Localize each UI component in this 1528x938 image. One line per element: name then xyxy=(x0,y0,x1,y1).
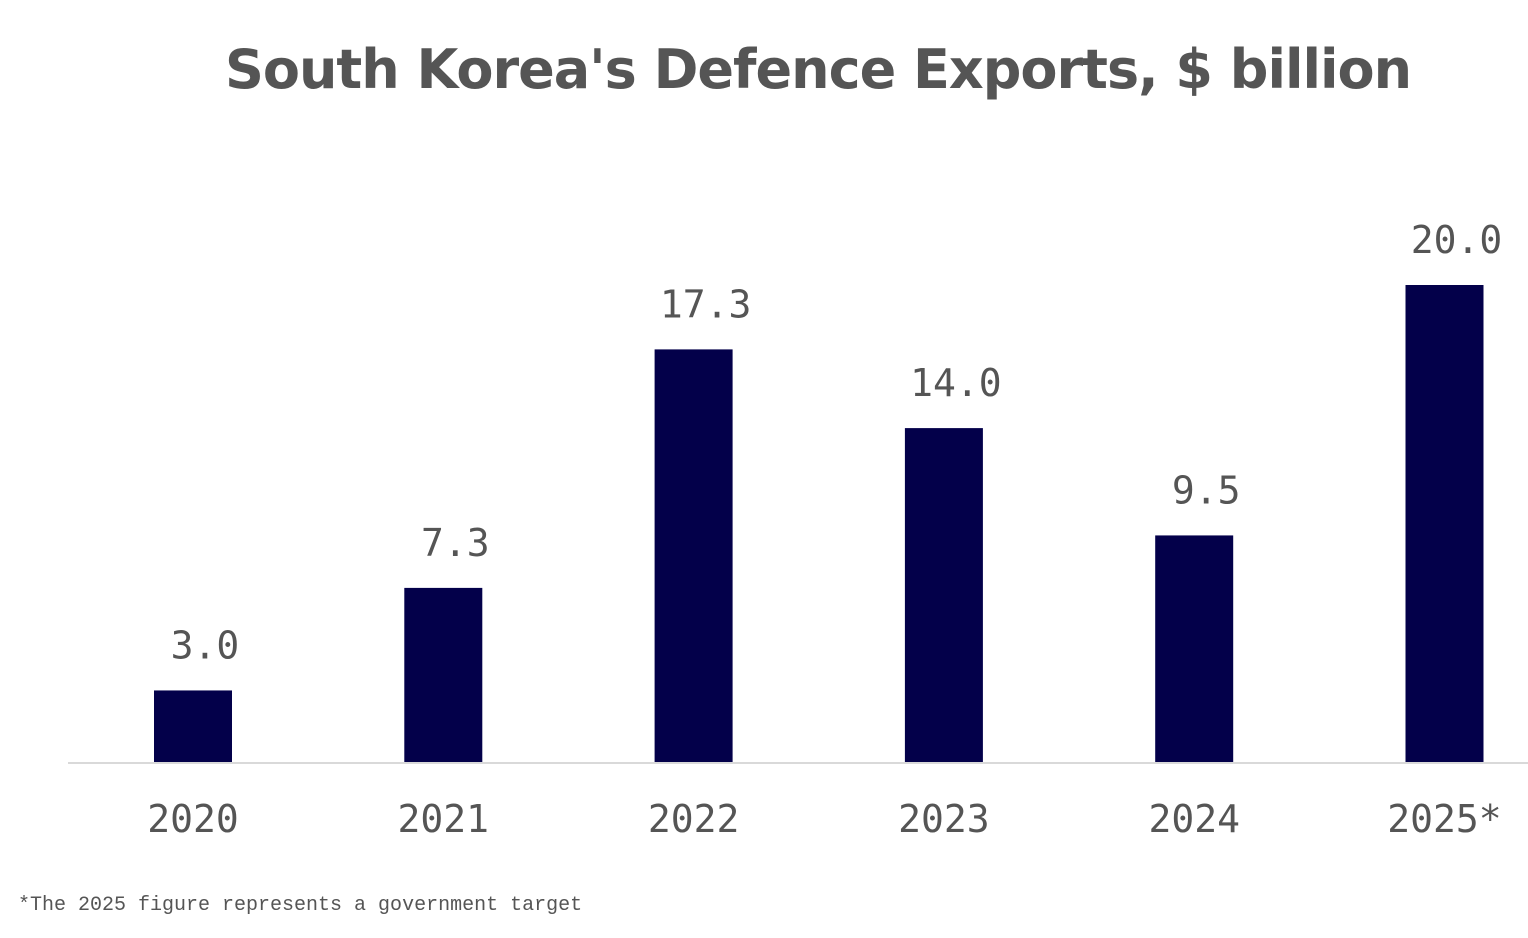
chart-title: South Korea's Defence Exports, $ billion xyxy=(224,38,1412,101)
x-tick-label: 2021 xyxy=(398,797,490,841)
data-label: 20.0 xyxy=(1411,218,1503,262)
bar-2020 xyxy=(154,690,232,762)
x-tick-label: 2020 xyxy=(147,797,239,841)
data-label: 17.3 xyxy=(660,282,752,326)
footnote: *The 2025 figure represents a government… xyxy=(18,894,583,917)
bar-2024 xyxy=(1155,535,1234,762)
x-tick-label: 2025* xyxy=(1387,797,1501,841)
bar-2022 xyxy=(654,349,733,762)
bar-2021 xyxy=(404,587,483,762)
bar-2023 xyxy=(904,428,983,762)
x-tick-label: 2023 xyxy=(898,797,990,841)
data-label: 3.0 xyxy=(171,623,240,667)
bar-2025* xyxy=(1405,285,1484,762)
x-tick-label: 2024 xyxy=(1148,797,1240,841)
data-label: 9.5 xyxy=(1172,468,1241,512)
data-label: 14.0 xyxy=(910,361,1002,405)
x-tick-label: 2022 xyxy=(648,797,740,841)
data-label: 7.3 xyxy=(421,521,490,565)
